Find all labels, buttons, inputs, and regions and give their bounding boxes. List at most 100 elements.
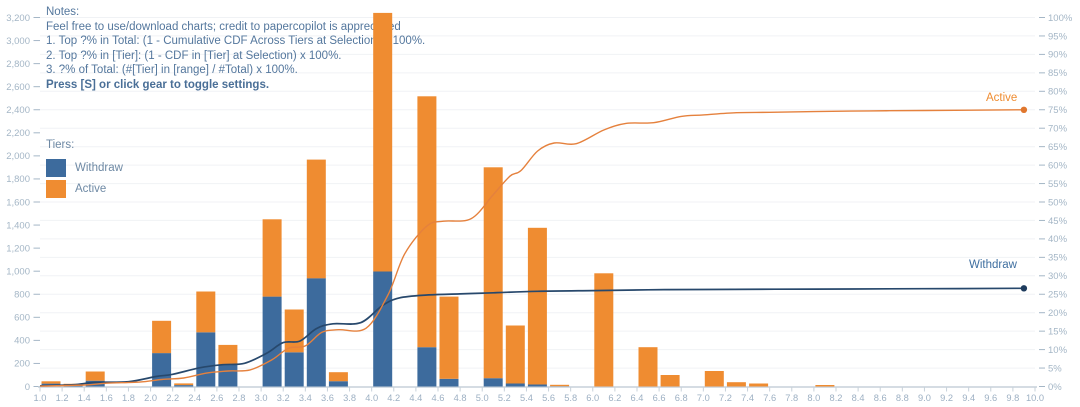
left-axis-tick-label: 1,200 [6, 243, 30, 254]
right-axis-tick-label: 75% [1048, 105, 1068, 116]
right-axis-tick-label: 50% [1048, 197, 1068, 208]
x-axis-tick-label: 3.8 [343, 393, 356, 403]
left-axis-tick-label: 600 [14, 313, 30, 324]
left-axis-tick-label: 800 [14, 290, 30, 301]
right-axis-tick-label: 20% [1048, 308, 1068, 319]
bar-withdraw-5.4[interactable] [527, 384, 547, 387]
bar-withdraw-3.6[interactable] [328, 381, 348, 387]
bar-active-2.2[interactable] [174, 383, 194, 386]
x-axis-tick-label: 4.2 [387, 393, 400, 403]
bar-active-6.6[interactable] [660, 375, 680, 387]
line-end-dot-withdraw [1020, 285, 1028, 292]
left-axis-tick-label: 1,600 [6, 197, 30, 208]
bar-active-7.4[interactable] [749, 383, 769, 387]
bar-active-6.0[interactable] [594, 273, 614, 387]
left-axis-tick-label: 2,400 [6, 105, 30, 116]
bar-active-3.0[interactable] [262, 219, 282, 297]
right-axis-tick-label: 90% [1048, 50, 1068, 61]
bar-active-8.0[interactable] [815, 385, 835, 387]
bar-withdraw-3.0[interactable] [262, 296, 282, 387]
active-line-label: Active [986, 92, 1018, 104]
bar-active-2.6[interactable] [218, 344, 238, 365]
bar-active-5.0[interactable] [483, 167, 503, 379]
x-axis-tick-label: 2.2 [166, 393, 179, 403]
left-axis-tick-label: 3,000 [6, 36, 30, 47]
bar-withdraw-2.0[interactable] [152, 353, 172, 387]
x-axis-tick-label: 4.0 [365, 393, 378, 403]
x-axis-tick-label: 4.6 [432, 393, 445, 403]
x-axis-tick-label: 8.6 [874, 393, 887, 403]
bar-active-3.6[interactable] [328, 372, 348, 382]
left-axis-tick-label: 2,000 [6, 151, 30, 162]
left-axis-tick-label: 2,800 [6, 59, 30, 70]
right-axis-tick-label: 60% [1048, 160, 1068, 171]
bar-withdraw-2.6[interactable] [218, 364, 238, 387]
x-axis-tick-label: 7.4 [741, 393, 754, 403]
bar-withdraw-3.2[interactable] [284, 352, 304, 387]
x-axis-tick-label: 6.6 [653, 393, 666, 403]
withdraw-color-swatch [46, 158, 66, 177]
bar-active-2.0[interactable] [152, 320, 172, 354]
x-axis-tick-label: 1.6 [100, 393, 113, 403]
right-axis-tick-label: 35% [1048, 253, 1068, 264]
left-axis-tick-label: 1,400 [6, 220, 30, 231]
x-axis-tick-label: 6.8 [675, 393, 688, 403]
legend-item-active[interactable]: Active [46, 178, 123, 199]
notes-line: 3. ?% of Total: (#[Tier] in [range] / #T… [46, 64, 298, 77]
bar-withdraw-2.4[interactable] [196, 332, 216, 387]
bar-active-4.0[interactable] [373, 12, 393, 272]
x-axis-tick-label: 3.4 [299, 393, 312, 403]
bar-active-6.4[interactable] [638, 347, 658, 387]
right-axis-tick-label: 10% [1048, 345, 1068, 356]
bar-active-3.4[interactable] [306, 159, 326, 279]
bar-active-4.6[interactable] [439, 296, 459, 379]
right-axis-tick-label: 25% [1048, 290, 1068, 301]
bar-active-5.6[interactable] [550, 384, 570, 387]
x-axis-tick-label: 8.4 [852, 393, 865, 403]
bar-active-2.4[interactable] [196, 291, 216, 333]
x-axis-tick-label: 6.4 [631, 393, 644, 403]
left-axis-tick-label: 0 [25, 382, 30, 393]
x-axis-tick-label: 4.4 [409, 393, 422, 403]
right-axis-tick-label: 100% [1048, 13, 1073, 24]
legend-item-label: Active [75, 182, 107, 195]
x-axis-tick-label: 5.0 [476, 393, 489, 403]
legend-item-withdraw[interactable]: Withdraw [46, 157, 123, 178]
x-axis-tick-label: 7.2 [719, 393, 732, 403]
right-axis-tick-label: 45% [1048, 216, 1068, 227]
tiers-legend: Tiers: Withdraw Active [46, 139, 123, 199]
bar-withdraw-4.4[interactable] [417, 347, 437, 387]
bar-active-1.4[interactable] [85, 371, 105, 381]
bar-active-5.4[interactable] [527, 227, 547, 385]
bar-withdraw-3.4[interactable] [306, 278, 326, 387]
right-axis-tick-label: 40% [1048, 234, 1068, 245]
active-color-swatch [46, 179, 66, 198]
bar-withdraw-4.0[interactable] [373, 271, 393, 387]
bar-active-4.4[interactable] [417, 96, 437, 348]
bar-withdraw-5.2[interactable] [505, 383, 525, 387]
notes-line: 1. Top ?% in Total: (1 - Cumulative CDF … [46, 35, 426, 48]
right-axis-tick-label: 85% [1048, 68, 1068, 79]
left-axis-tick-label: 1,000 [6, 266, 30, 277]
bar-withdraw-2.2[interactable] [174, 385, 194, 387]
right-axis-tick-label: 0% [1048, 382, 1062, 393]
x-axis-tick-label: 7.0 [697, 393, 710, 403]
bar-active-5.2[interactable] [505, 325, 525, 384]
left-axis-tick-label: 3,200 [6, 13, 30, 24]
bar-withdraw-4.6[interactable] [439, 378, 459, 387]
bar-active-1.0[interactable] [41, 381, 61, 384]
x-axis-tick-label: 10.0 [1026, 393, 1044, 403]
bar-withdraw-5.0[interactable] [483, 378, 503, 387]
bar-active-3.2[interactable] [284, 309, 304, 353]
bar-active-7.2[interactable] [726, 382, 746, 387]
x-axis-tick-label: 9.6 [984, 393, 997, 403]
left-axis-tick-label: 2,600 [6, 82, 30, 93]
x-axis-tick-label: 8.2 [830, 393, 843, 403]
chart-notes: Notes: Feel free to use/download charts;… [46, 5, 425, 93]
x-axis-tick-label: 5.2 [498, 393, 511, 403]
notes-line: Feel free to use/download charts; credit… [46, 20, 401, 33]
notes-line: 2. Top ?% in [Tier]: (1 - CDF in [Tier] … [46, 49, 342, 62]
bar-active-7.0[interactable] [704, 371, 724, 387]
x-axis-tick-label: 1.0 [34, 393, 47, 403]
